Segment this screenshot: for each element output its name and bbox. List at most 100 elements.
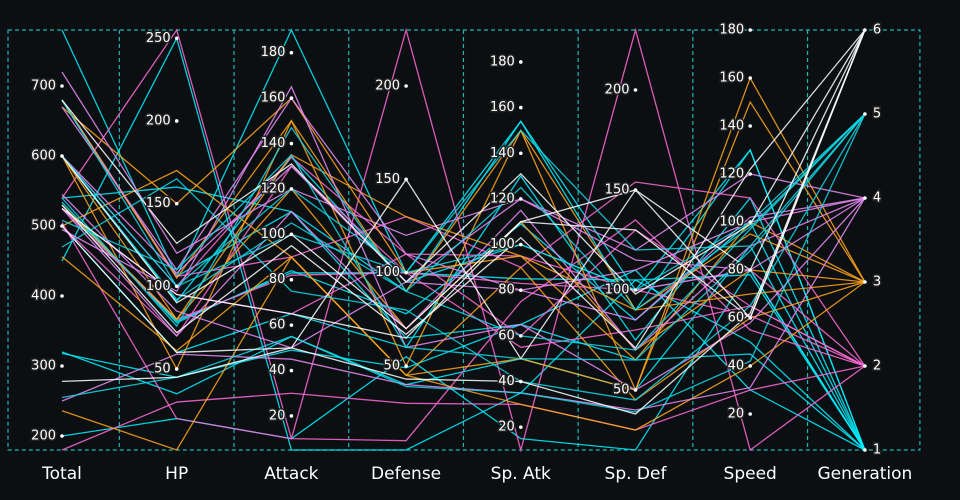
tick-label: 160 [719, 71, 744, 86]
data-line [61, 165, 866, 367]
tick-label: 2 [873, 359, 881, 374]
tick-mark [748, 316, 752, 320]
tick-label: 150 [146, 196, 171, 211]
tick-label: 140 [490, 146, 515, 161]
tick-mark [519, 60, 523, 64]
data-line [61, 99, 866, 367]
tick-mark [60, 294, 64, 298]
data-line [61, 76, 866, 391]
axis-label: Total [41, 464, 82, 484]
tick-label: 160 [261, 91, 286, 106]
data-line [61, 97, 866, 361]
tick-label: 50 [154, 361, 171, 376]
data-line [61, 365, 866, 451]
tick-label: 60 [498, 328, 515, 343]
tick-label: 4 [873, 191, 881, 206]
tick-mark [863, 196, 867, 200]
tick-mark [519, 334, 523, 338]
tick-label: 40 [498, 374, 515, 389]
tick-label: 120 [261, 181, 286, 196]
data-line [61, 207, 866, 367]
data-line [61, 113, 866, 351]
tick-label: 50 [613, 383, 630, 398]
tick-label: 200 [605, 83, 630, 98]
tick-mark [289, 277, 294, 282]
data-line [61, 28, 866, 451]
axis-label: Sp. Def [605, 464, 668, 484]
axis-label: Sp. Atk [491, 464, 551, 484]
tick-mark [863, 364, 867, 368]
tick-label: 600 [31, 149, 56, 164]
tick-label: 40 [728, 359, 745, 374]
tick-mark [863, 280, 867, 284]
tick-mark [289, 96, 294, 100]
tick-label: 500 [31, 219, 56, 234]
tick-mark [863, 28, 867, 32]
data-line [61, 155, 866, 367]
tick-label: 400 [31, 289, 56, 304]
tick-mark [748, 124, 752, 128]
tick-label: 20 [498, 420, 515, 435]
data-line [61, 113, 866, 401]
lines [61, 27, 866, 453]
tick-label: 20 [269, 408, 286, 423]
data-line [61, 71, 866, 255]
tick-label: 80 [269, 272, 286, 287]
data-line [61, 113, 866, 413]
tick-mark [633, 188, 638, 192]
tick-mark [289, 323, 294, 327]
data-line [61, 96, 866, 291]
data-line [61, 85, 866, 391]
tick-label: 6 [873, 23, 881, 38]
tick-mark [519, 288, 523, 293]
tick-mark [748, 364, 752, 368]
tick-label: 50 [384, 359, 401, 374]
tick-label: 140 [261, 136, 286, 151]
tick-label: 200 [31, 429, 56, 444]
axis-label: HP [165, 464, 188, 484]
data-line [61, 208, 866, 367]
data-line [61, 113, 866, 311]
tick-label: 140 [719, 119, 744, 134]
data-line [61, 113, 866, 291]
tick-mark [519, 197, 523, 201]
tick-mark [863, 448, 867, 452]
tick-mark [289, 50, 294, 55]
tick-label: 180 [719, 23, 744, 38]
axis-label: Generation [817, 464, 912, 484]
tick-mark [174, 367, 179, 371]
tick-mark [289, 414, 294, 418]
tick-label: 100 [719, 215, 744, 230]
tick-mark [748, 268, 752, 272]
tick-label: 80 [498, 283, 515, 298]
tick-mark [863, 112, 867, 116]
tick-label: 100 [375, 265, 400, 280]
tick-mark [60, 224, 64, 228]
data-line [61, 100, 866, 392]
tick-mark [519, 151, 523, 156]
data-line [61, 29, 866, 350]
tick-mark [748, 172, 752, 176]
data-line [61, 29, 866, 339]
axis-label: Attack [264, 464, 318, 484]
data-line [61, 99, 866, 288]
tick-label: 250 [146, 31, 171, 46]
tick-mark [404, 270, 408, 275]
tick-mark [60, 434, 64, 438]
tick-label: 700 [31, 79, 56, 94]
tick-label: 100 [490, 237, 515, 252]
tick-mark [174, 36, 179, 41]
tick-mark [404, 84, 408, 88]
tick-label: 100 [605, 283, 630, 298]
tick-mark [748, 76, 752, 80]
tick-label: 1 [873, 443, 881, 458]
tick-mark [633, 288, 638, 292]
axis-label: Speed [724, 464, 777, 484]
tick-mark [519, 379, 523, 384]
tick-mark [748, 220, 752, 224]
tick-label: 160 [490, 100, 515, 115]
tick-label: 40 [269, 363, 286, 378]
data-line [61, 29, 866, 295]
data-line [61, 169, 866, 401]
